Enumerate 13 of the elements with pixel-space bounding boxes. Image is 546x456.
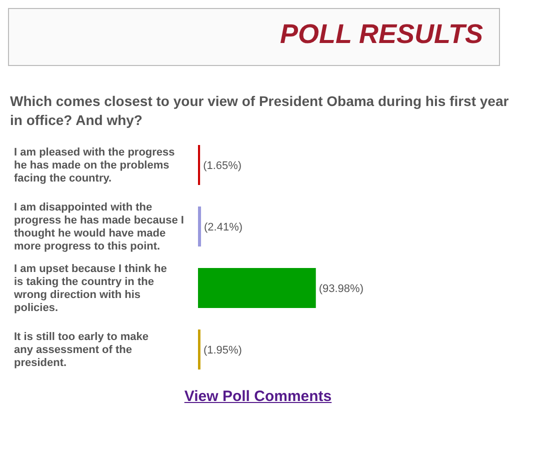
y-tick-label: I am pleased with the progress he has made on the problems facing the country. <box>14 146 175 184</box>
y-tick-label: It is still too early to make any assessment of the president. <box>14 330 148 369</box>
y-tick-label: I am upset because I think he is taking the country in the wrong direction with his policies. <box>13 262 167 314</box>
bar <box>198 268 316 308</box>
text: View Poll Comments <box>183 388 333 405</box>
data-label: (1.65%) <box>203 160 242 172</box>
chart-subtitle: Which comes closest to your view of President Obama during his first year in office? And why? <box>10 92 510 130</box>
data-label: (2.41%) <box>204 222 243 234</box>
data-label: (93.98%) <box>318 283 364 295</box>
data-label: (1.95%) <box>203 344 242 356</box>
text: POLL RESULTS <box>280 19 483 50</box>
bar <box>198 206 202 246</box>
y-tick-label: I am disappointed with the progress he has made because I thought he would have made more progress to this point. <box>14 201 184 252</box>
